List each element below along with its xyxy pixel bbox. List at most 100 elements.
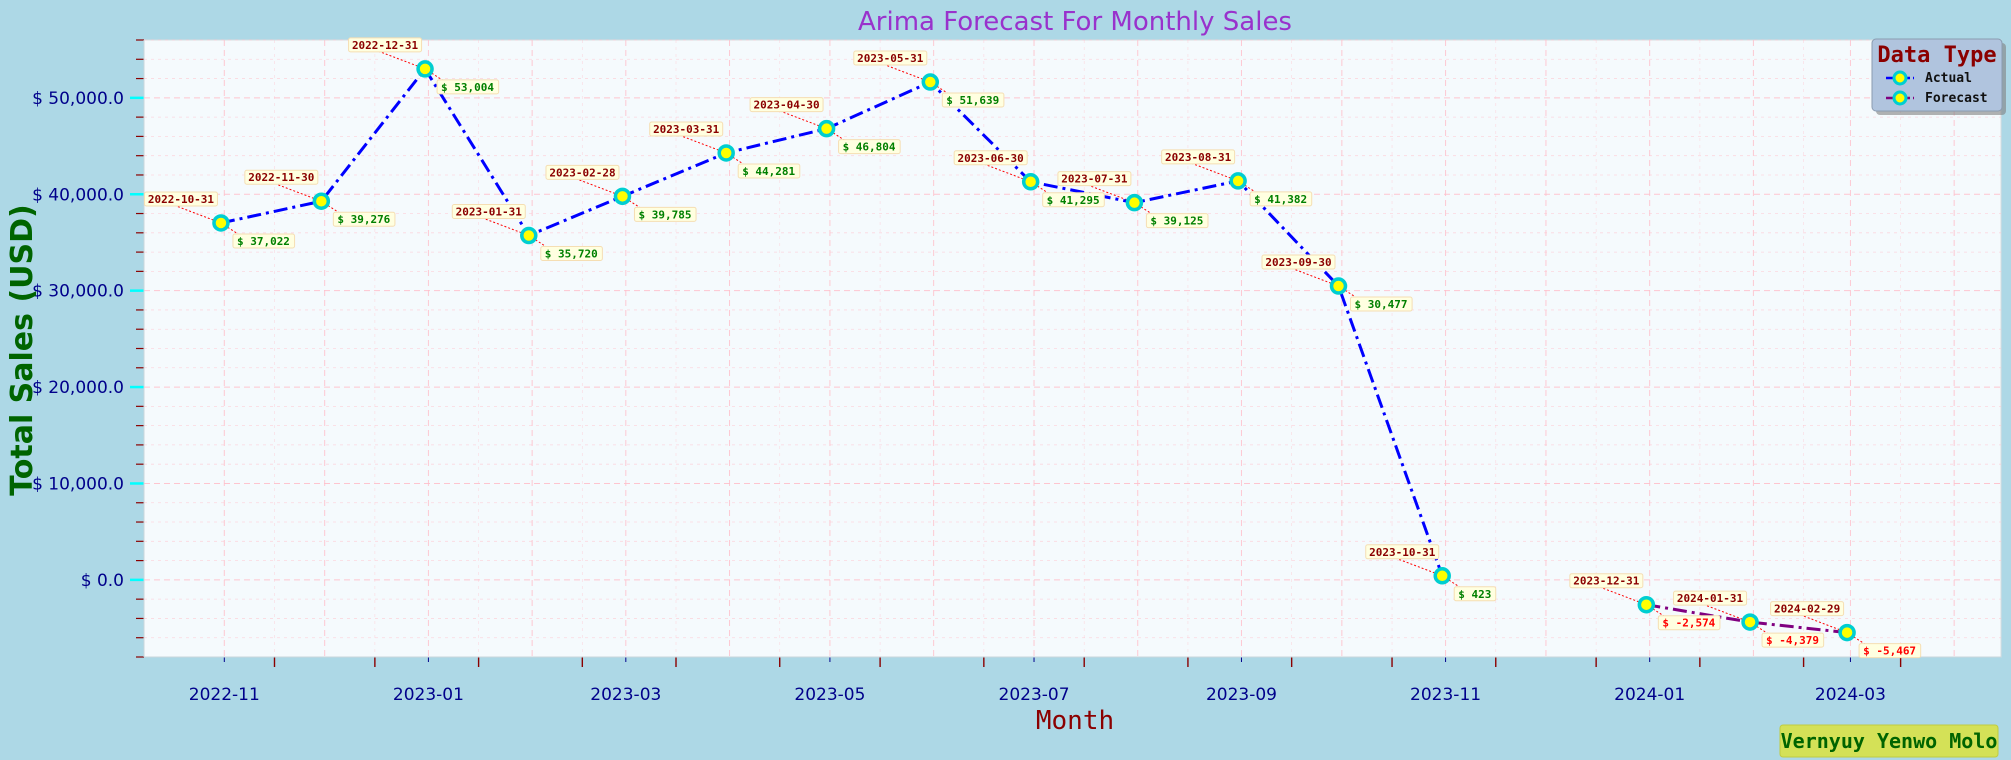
value-label: $ 39,276 xyxy=(337,213,390,226)
date-label-box xyxy=(853,50,928,66)
legend: Data Type Actual Forecast xyxy=(1871,38,2006,115)
y-tick-label: $ 50,000.0 xyxy=(32,89,124,109)
legend-title: Data Type xyxy=(1877,43,1996,68)
y-tick-label: $ 40,000.0 xyxy=(32,185,124,205)
date-label: 2023-01-31 xyxy=(456,206,523,219)
legend-label-actual: Actual xyxy=(1925,71,1972,86)
date-label: 2022-10-31 xyxy=(148,193,215,206)
value-label-box xyxy=(1453,586,1497,602)
date-label-box xyxy=(649,121,724,137)
data-point-actual xyxy=(817,119,836,138)
value-label: $ 41,295 xyxy=(1047,194,1100,207)
value-label: $ 39,125 xyxy=(1150,215,1203,228)
date-label-box xyxy=(545,164,620,180)
value-label-box xyxy=(1761,632,1825,648)
date-label: 2023-12-31 xyxy=(1573,575,1640,588)
date-label-box xyxy=(1261,254,1336,270)
y-axis-label: Total Sales (USD) xyxy=(5,204,40,495)
legend-entry-actual: Actual xyxy=(1886,70,1972,86)
date-label: 2022-12-31 xyxy=(352,39,419,52)
date-label: 2023-05-31 xyxy=(857,52,924,65)
date-label: 2024-02-29 xyxy=(1774,603,1840,616)
signature-box: Vernyuy Yenwo Molo xyxy=(1779,724,1999,758)
date-label: 2023-09-30 xyxy=(1265,256,1331,269)
date-label-box xyxy=(348,37,423,53)
date-label: 2023-07-31 xyxy=(1061,173,1128,186)
data-point-actual xyxy=(613,187,632,206)
data-point-actual xyxy=(312,192,331,210)
y-tick-label: $ 10,000.0 xyxy=(32,474,124,494)
value-label-box xyxy=(1657,615,1721,631)
date-label-box xyxy=(953,150,1028,166)
date-label-box xyxy=(143,191,218,207)
x-tick-label: 2022-11 xyxy=(189,685,260,705)
legend-label-forecast: Forecast xyxy=(1925,91,1988,106)
value-label-box xyxy=(1858,643,1922,659)
axes: $ 0.0 $ 10,000.0 $ 20,000.0 $ 30,000.0 $ 40,… xyxy=(32,39,2001,705)
series-line-forecast xyxy=(1646,603,1848,635)
legend-entry-forecast: Forecast xyxy=(1886,90,1988,106)
data-point-forecast xyxy=(1741,613,1759,631)
value-label-box xyxy=(941,92,1005,108)
date-label-box xyxy=(1057,171,1132,187)
value-label-box xyxy=(737,163,801,179)
date-label-box xyxy=(1770,601,1845,617)
x-tick-label: 2023-05 xyxy=(794,685,865,705)
value-label: $ 30,477 xyxy=(1355,298,1408,311)
date-label: 2023-06-30 xyxy=(958,152,1024,165)
data-point-forecast xyxy=(1637,595,1656,614)
date-label-box xyxy=(749,97,824,113)
legend-marker-actual xyxy=(1892,70,1908,86)
value-label-box xyxy=(540,246,603,262)
date-label-box xyxy=(451,204,526,220)
legend-marker-forecast xyxy=(1892,90,1908,106)
y-tick-label: $ 0.0 xyxy=(81,571,124,591)
value-label-box xyxy=(1350,296,1413,312)
value-label: $ 39,785 xyxy=(638,208,691,221)
date-label: 2023-08-31 xyxy=(1165,151,1232,164)
date-label-box xyxy=(1365,544,1440,560)
value-label: $ 51,639 xyxy=(946,94,999,107)
value-label-box xyxy=(633,206,697,222)
date-label: 2023-03-31 xyxy=(653,123,720,136)
date-label-box xyxy=(1161,149,1236,165)
value-label: $ 41,382 xyxy=(1254,193,1307,206)
data-point-actual xyxy=(1021,173,1040,191)
data-point-actual xyxy=(1433,567,1451,585)
value-label: $ 37,022 xyxy=(237,235,290,248)
value-label: $ 423 xyxy=(1458,588,1491,601)
chart-title: Arima Forecast For Monthly Sales xyxy=(858,7,1292,37)
date-label: 2023-02-28 xyxy=(549,166,615,179)
value-label-box xyxy=(1145,213,1209,229)
data-point-actual xyxy=(717,144,735,162)
value-label-box xyxy=(1249,191,1313,207)
x-tick-label: 2023-01 xyxy=(393,685,464,705)
x-tick-label: 2023-11 xyxy=(1410,685,1481,705)
data-point-actual xyxy=(921,73,940,91)
data-point-actual xyxy=(416,60,434,78)
value-label-box xyxy=(332,211,396,227)
data-points xyxy=(212,60,1856,642)
date-label-box xyxy=(244,169,319,185)
y-tick-label: $ 20,000.0 xyxy=(32,378,124,398)
data-point-actual xyxy=(520,226,538,245)
data-point-actual xyxy=(212,214,230,232)
y-tick-label: $ 30,000.0 xyxy=(32,282,124,302)
date-label: 2023-10-31 xyxy=(1369,546,1436,559)
value-label-box xyxy=(1042,192,1105,208)
value-label: $ -2,574 xyxy=(1662,617,1715,630)
value-label-box xyxy=(436,79,500,95)
x-tick-label: 2024-01 xyxy=(1614,685,1685,705)
date-label: 2022-11-30 xyxy=(248,171,314,184)
value-label: $ -4,379 xyxy=(1766,634,1819,647)
x-axis-label: Month xyxy=(1036,706,1114,736)
value-label-box xyxy=(838,139,901,155)
value-label: $ -5,467 xyxy=(1863,645,1916,658)
date-label-box xyxy=(1673,590,1748,606)
data-point-actual xyxy=(1229,172,1247,190)
data-point-actual xyxy=(1125,193,1144,212)
data-point-actual xyxy=(1329,277,1348,295)
x-tick-label: 2024-03 xyxy=(1815,685,1886,705)
data-point-forecast xyxy=(1838,623,1856,642)
